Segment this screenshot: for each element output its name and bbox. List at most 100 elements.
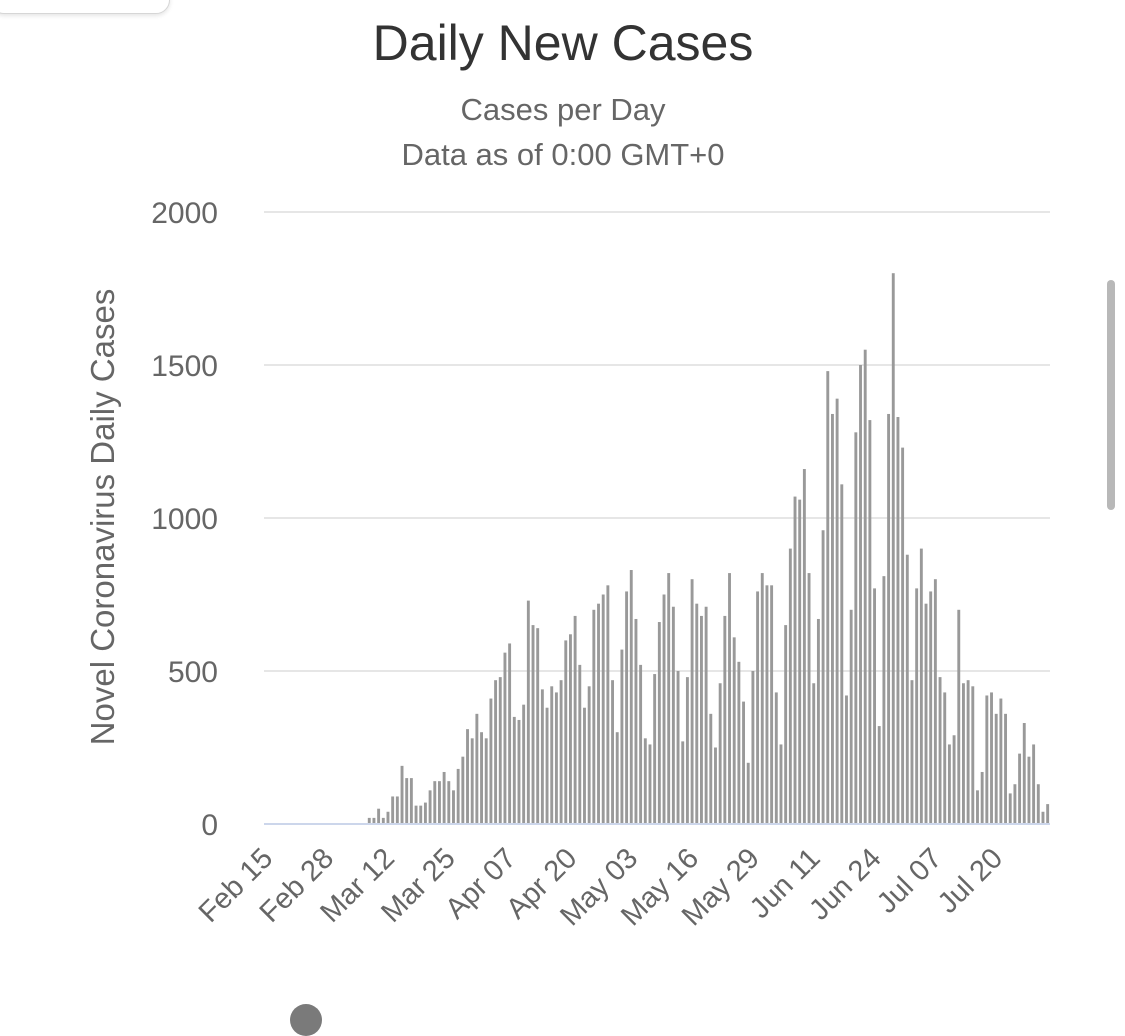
bar[interactable] xyxy=(1018,753,1022,824)
bar[interactable] xyxy=(999,698,1003,824)
bar[interactable] xyxy=(919,548,923,824)
bar[interactable] xyxy=(587,686,591,824)
bar[interactable] xyxy=(611,680,614,824)
bar[interactable] xyxy=(564,640,568,824)
bar[interactable] xyxy=(480,732,483,824)
bar[interactable] xyxy=(690,579,694,824)
bar[interactable] xyxy=(685,677,689,824)
carousel-dot[interactable] xyxy=(290,1004,322,1036)
bar[interactable] xyxy=(760,573,764,824)
bar[interactable] xyxy=(377,808,381,824)
bar[interactable] xyxy=(601,594,605,825)
bar[interactable] xyxy=(489,698,493,824)
bar[interactable] xyxy=(929,591,933,824)
bar[interactable] xyxy=(770,585,774,824)
bar[interactable] xyxy=(779,744,783,824)
bar[interactable] xyxy=(554,692,558,824)
bar[interactable] xyxy=(597,603,600,824)
bar[interactable] xyxy=(985,695,989,824)
bar[interactable] xyxy=(737,661,741,824)
bar[interactable] xyxy=(704,606,708,824)
bar[interactable] xyxy=(615,732,619,824)
bar[interactable] xyxy=(1041,811,1045,824)
bar[interactable] xyxy=(606,585,610,824)
bar[interactable] xyxy=(952,735,956,824)
bar[interactable] xyxy=(536,628,540,824)
bar[interactable] xyxy=(990,692,993,824)
bar[interactable] xyxy=(821,530,825,824)
bar[interactable] xyxy=(709,713,713,824)
bar[interactable] xyxy=(826,371,830,824)
bar[interactable] xyxy=(1008,793,1012,824)
bar[interactable] xyxy=(957,609,961,824)
bar[interactable] xyxy=(873,588,876,824)
bar[interactable] xyxy=(442,771,446,824)
bar[interactable] xyxy=(400,765,404,824)
bar[interactable] xyxy=(667,573,671,824)
bar[interactable] xyxy=(1004,713,1007,824)
bar[interactable] xyxy=(559,680,563,824)
bar[interactable] xyxy=(1013,784,1017,824)
bar[interactable] xyxy=(695,603,699,824)
bar[interactable] xyxy=(381,817,385,824)
bar[interactable] xyxy=(512,716,516,824)
bar[interactable] xyxy=(438,781,441,824)
scrollbar-thumb[interactable] xyxy=(1107,280,1115,510)
bar[interactable] xyxy=(386,811,390,824)
bar[interactable] xyxy=(367,817,371,824)
bar[interactable] xyxy=(592,609,596,824)
bar[interactable] xyxy=(835,398,839,824)
bar[interactable] xyxy=(924,603,928,824)
bar[interactable] xyxy=(798,499,802,824)
bar[interactable] xyxy=(517,719,521,824)
bar[interactable] xyxy=(849,609,853,824)
bar[interactable] xyxy=(1027,756,1031,824)
bar[interactable] xyxy=(714,747,717,825)
bar[interactable] xyxy=(447,781,451,824)
bar[interactable] xyxy=(859,365,862,824)
bar[interactable] xyxy=(498,677,502,824)
bar[interactable] xyxy=(503,652,507,824)
bar[interactable] xyxy=(1022,723,1026,824)
bar[interactable] xyxy=(728,573,731,824)
bar[interactable] xyxy=(947,744,951,824)
bar[interactable] xyxy=(943,692,947,824)
bar[interactable] xyxy=(1036,784,1040,824)
bar[interactable] xyxy=(1032,744,1036,824)
bar[interactable] xyxy=(395,796,399,824)
bar[interactable] xyxy=(938,677,942,824)
bar[interactable] xyxy=(816,618,820,824)
bar[interactable] xyxy=(831,413,834,824)
bar[interactable] xyxy=(840,484,844,824)
bar[interactable] xyxy=(723,615,727,824)
bar[interactable] xyxy=(868,420,872,824)
bar[interactable] xyxy=(634,618,638,824)
bar[interactable] xyxy=(522,704,526,824)
bar[interactable] xyxy=(583,707,586,824)
bar[interactable] xyxy=(531,625,535,824)
bar[interactable] xyxy=(891,273,895,824)
bar[interactable] xyxy=(966,680,970,824)
bar[interactable] xyxy=(657,622,661,824)
bar[interactable] xyxy=(625,591,629,824)
bar[interactable] xyxy=(419,805,423,824)
bar[interactable] xyxy=(962,683,965,824)
bar[interactable] xyxy=(994,713,998,824)
bar[interactable] xyxy=(526,600,530,824)
bar[interactable] xyxy=(877,726,881,824)
bar[interactable] xyxy=(414,805,418,824)
bar[interactable] xyxy=(456,768,460,824)
bar[interactable] xyxy=(466,729,469,824)
bar[interactable] xyxy=(976,790,979,824)
bar[interactable] xyxy=(887,413,891,824)
bar[interactable] xyxy=(788,548,792,824)
bar[interactable] xyxy=(433,781,437,824)
bar[interactable] xyxy=(854,432,858,824)
bar[interactable] xyxy=(700,615,703,824)
bar[interactable] xyxy=(545,707,549,824)
bar[interactable] xyxy=(882,576,886,824)
bar[interactable] xyxy=(1046,804,1050,824)
bar[interactable] xyxy=(812,683,816,824)
bar[interactable] xyxy=(765,585,769,824)
bar[interactable] xyxy=(494,680,498,824)
